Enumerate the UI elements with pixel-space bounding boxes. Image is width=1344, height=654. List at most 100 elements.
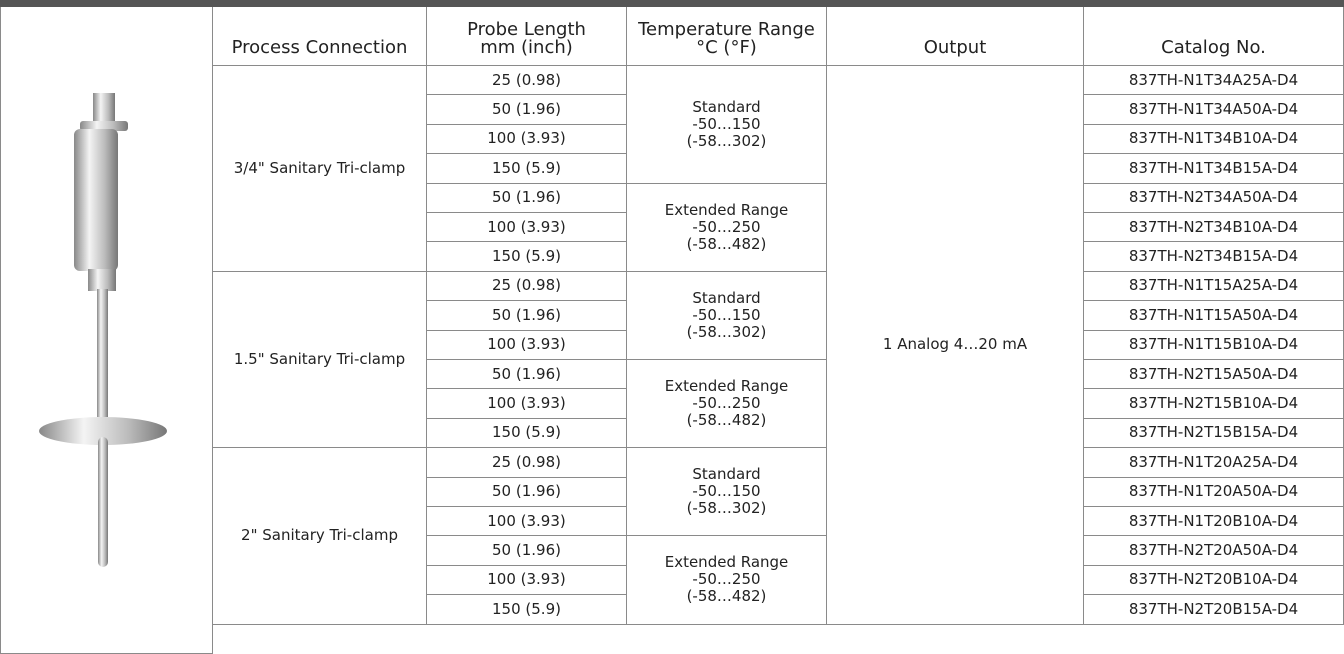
catalog-no: 837TH-N1T15B10A-D4 xyxy=(1084,331,1344,360)
text: 50 (1.96) xyxy=(492,101,561,118)
text: 837TH-N2T20B10A-D4 xyxy=(1129,571,1298,588)
text: 150 (5.9) xyxy=(492,424,561,441)
text: Standard xyxy=(692,290,760,307)
text: 837TH-N1T15B10A-D4 xyxy=(1129,336,1298,353)
text: 150 (5.9) xyxy=(492,160,561,177)
text: 837TH-N2T20B15A-D4 xyxy=(1129,601,1298,618)
probe-length: 150 (5.9) xyxy=(427,419,627,448)
text: Extended Range xyxy=(665,378,789,395)
text: (-58…302) xyxy=(687,324,767,341)
text: 150 (5.9) xyxy=(492,601,561,618)
text: 837TH-N2T15A50A-D4 xyxy=(1129,366,1298,383)
text: -50…250 xyxy=(692,395,760,412)
text: 50 (1.96) xyxy=(492,307,561,324)
text: 100 (3.93) xyxy=(487,395,566,412)
output: 1 Analog 4…20 mA xyxy=(827,66,1084,625)
catalog-no: 837TH-N2T34B15A-D4 xyxy=(1084,242,1344,271)
probe-length: 100 (3.93) xyxy=(427,566,627,595)
text: 1.5" Sanitary Tri-clamp xyxy=(234,351,405,368)
text: 837TH-N2T20A50A-D4 xyxy=(1129,542,1298,559)
text: Output xyxy=(924,39,987,57)
probe-length: 100 (3.93) xyxy=(427,507,627,536)
text: °C (°F) xyxy=(696,39,757,57)
probe-length: 100 (3.93) xyxy=(427,331,627,360)
probe-length: 25 (0.98) xyxy=(427,448,627,477)
text: 100 (3.93) xyxy=(487,336,566,353)
header-cell: Process Connection xyxy=(213,7,427,66)
text: mm (inch) xyxy=(480,39,573,57)
catalog-no: 837TH-N1T34B15A-D4 xyxy=(1084,154,1344,183)
text: Extended Range xyxy=(665,554,789,571)
text: 3/4" Sanitary Tri-clamp xyxy=(234,160,406,177)
text: 837TH-N1T20A50A-D4 xyxy=(1129,483,1298,500)
temperature-range: Standard-50…150(-58…302) xyxy=(627,272,827,360)
text: (-58…302) xyxy=(687,500,767,517)
text: 837TH-N1T34B15A-D4 xyxy=(1129,160,1298,177)
header-cell: Catalog No. xyxy=(1084,7,1344,66)
catalog-no: 837TH-N1T15A25A-D4 xyxy=(1084,272,1344,301)
header-cell: Output xyxy=(827,7,1084,66)
text: (-58…482) xyxy=(687,236,767,253)
probe-length: 100 (3.93) xyxy=(427,213,627,242)
catalog-no: 837TH-N2T34A50A-D4 xyxy=(1084,184,1344,213)
probe-length: 50 (1.96) xyxy=(427,301,627,330)
probe-length: 50 (1.96) xyxy=(427,536,627,565)
probe-length: 25 (0.98) xyxy=(427,66,627,95)
text: 100 (3.93) xyxy=(487,513,566,530)
text: 837TH-N1T34A50A-D4 xyxy=(1129,101,1298,118)
text: 25 (0.98) xyxy=(492,277,561,294)
text: 837TH-N1T34B10A-D4 xyxy=(1129,130,1298,147)
text: (-58…482) xyxy=(687,412,767,429)
text: 1 Analog 4…20 mA xyxy=(883,336,1027,353)
text: -50…150 xyxy=(692,483,760,500)
process-connection: 1.5" Sanitary Tri-clamp xyxy=(213,272,427,448)
probe-length: 50 (1.96) xyxy=(427,478,627,507)
text: 2" Sanitary Tri-clamp xyxy=(241,527,398,544)
catalog-no: 837TH-N2T34B10A-D4 xyxy=(1084,213,1344,242)
text: (-58…482) xyxy=(687,588,767,605)
catalog-no: 837TH-N1T34A25A-D4 xyxy=(1084,66,1344,95)
page: Process Connection Probe Lengthmm (inch)T… xyxy=(0,0,1344,654)
catalog-no: 837TH-N2T15A50A-D4 xyxy=(1084,360,1344,389)
text: -50…250 xyxy=(692,219,760,236)
text: 837TH-N1T20B10A-D4 xyxy=(1129,513,1298,530)
catalog-no: 837TH-N1T34A50A-D4 xyxy=(1084,95,1344,124)
text: 837TH-N2T15B15A-D4 xyxy=(1129,424,1298,441)
text: -50…150 xyxy=(692,307,760,324)
probe-length: 25 (0.98) xyxy=(427,272,627,301)
probe-length: 150 (5.9) xyxy=(427,154,627,183)
text: Catalog No. xyxy=(1161,39,1266,57)
text: 837TH-N2T34A50A-D4 xyxy=(1129,189,1298,206)
text: 50 (1.96) xyxy=(492,189,561,206)
probe-length: 150 (5.9) xyxy=(427,242,627,271)
catalog-no: 837TH-N1T20B10A-D4 xyxy=(1084,507,1344,536)
catalog-no: 837TH-N1T20A50A-D4 xyxy=(1084,478,1344,507)
text: -50…250 xyxy=(692,571,760,588)
text: (-58…302) xyxy=(687,133,767,150)
text: 100 (3.93) xyxy=(487,130,566,147)
probe-length: 100 (3.93) xyxy=(427,125,627,154)
text: Standard xyxy=(692,99,760,116)
temperature-range: Standard-50…150(-58…302) xyxy=(627,66,827,184)
text: 837TH-N1T15A50A-D4 xyxy=(1129,307,1298,324)
probe-length: 50 (1.96) xyxy=(427,184,627,213)
temperature-range: Extended Range-50…250(-58…482) xyxy=(627,184,827,272)
text: Process Connection xyxy=(232,39,408,57)
temperature-range: Standard-50…150(-58…302) xyxy=(627,448,827,536)
text: 837TH-N1T20A25A-D4 xyxy=(1129,454,1298,471)
top-bar xyxy=(0,0,1344,7)
text: 50 (1.96) xyxy=(492,542,561,559)
temperature-range: Extended Range-50…250(-58…482) xyxy=(627,360,827,448)
catalog-no: 837TH-N1T34B10A-D4 xyxy=(1084,125,1344,154)
text: 837TH-N2T15B10A-D4 xyxy=(1129,395,1298,412)
catalog-no: 837TH-N2T20B10A-D4 xyxy=(1084,566,1344,595)
process-connection: 3/4" Sanitary Tri-clamp xyxy=(213,66,427,272)
text: 25 (0.98) xyxy=(492,72,561,89)
temperature-range: Extended Range-50…250(-58…482) xyxy=(627,536,827,624)
process-connection: 2" Sanitary Tri-clamp xyxy=(213,448,427,624)
probe-length: 50 (1.96) xyxy=(427,95,627,124)
catalog-no: 837TH-N1T20A25A-D4 xyxy=(1084,448,1344,477)
header-cell: Temperature Range°C (°F) xyxy=(627,7,827,66)
probe-length: 50 (1.96) xyxy=(427,360,627,389)
